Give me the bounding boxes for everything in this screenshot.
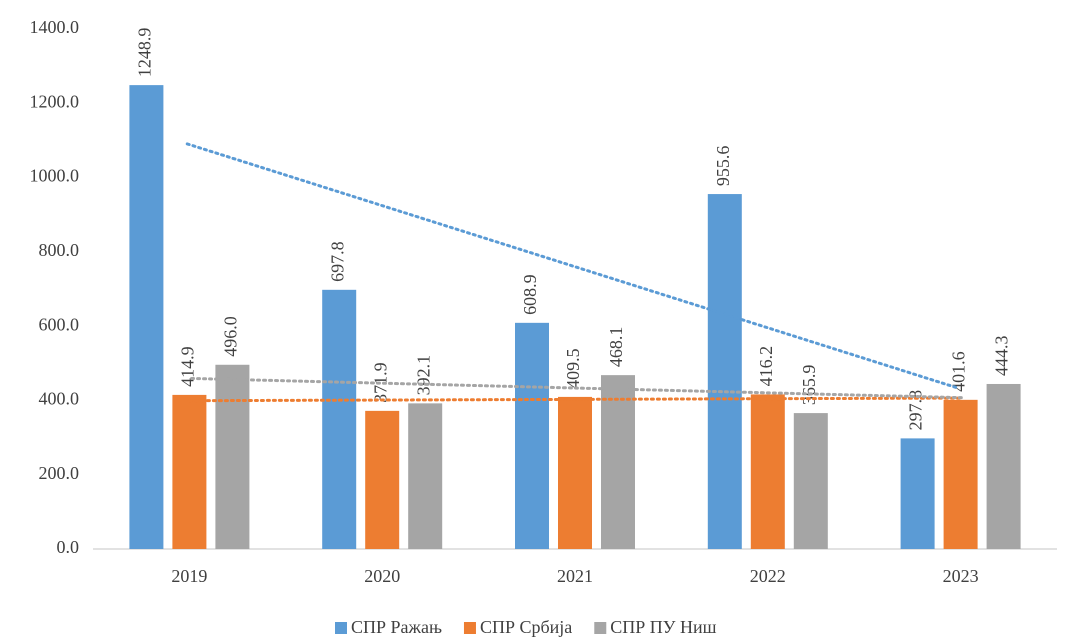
x-tick-label: 2021 — [557, 566, 593, 586]
y-tick-label: 1400.0 — [30, 17, 80, 37]
bar — [129, 85, 164, 549]
data-label: 697.8 — [327, 241, 347, 282]
legend-swatch — [463, 622, 476, 634]
data-label: 414.9 — [178, 346, 198, 387]
legend-label: СПР ПУ Ниш — [610, 617, 716, 637]
data-label: 608.9 — [520, 274, 540, 315]
data-label: 955.6 — [713, 146, 733, 187]
y-tick-label: 600.0 — [39, 314, 80, 334]
trendline — [187, 396, 963, 403]
legend-swatch — [335, 622, 347, 634]
bar — [943, 399, 978, 549]
legend-swatch — [594, 622, 607, 634]
bar — [900, 438, 935, 549]
data-label: 1248.9 — [135, 28, 155, 78]
bar — [750, 394, 785, 549]
x-tick-label: 2022 — [750, 566, 786, 586]
bar — [515, 322, 549, 549]
bar — [365, 410, 400, 549]
data-label: 444.3 — [992, 335, 1012, 376]
trendline — [190, 376, 965, 400]
data-label: 416.2 — [756, 346, 776, 387]
x-tick-label: 2020 — [364, 566, 400, 586]
data-label: 392.1 — [413, 355, 433, 396]
bar — [215, 364, 250, 549]
y-tick-label: 0.0 — [57, 537, 80, 557]
bar — [986, 383, 1021, 549]
bar — [601, 375, 635, 549]
y-tick-label: 800.0 — [39, 240, 80, 260]
bar — [558, 396, 592, 549]
legend-label: СПР Ражањ — [351, 617, 442, 637]
y-tick-label: 1200.0 — [30, 91, 80, 111]
bar — [793, 413, 828, 549]
data-label: 496.0 — [221, 316, 241, 357]
data-label: 297.8 — [906, 390, 926, 431]
y-tick-label: 400.0 — [39, 389, 80, 409]
x-tick-label: 2023 — [943, 566, 979, 586]
legend-label: СПР Србија — [480, 617, 572, 637]
x-tick-label: 2019 — [171, 566, 207, 586]
data-label: 468.1 — [606, 327, 626, 368]
bar — [322, 289, 357, 549]
data-label: 409.5 — [563, 348, 583, 389]
y-tick-label: 1000.0 — [30, 166, 80, 186]
bar — [408, 403, 443, 549]
bar — [172, 394, 207, 549]
data-label: 401.6 — [949, 351, 969, 392]
bar — [707, 194, 742, 549]
trendline — [185, 142, 960, 390]
y-tick-label: 200.0 — [39, 463, 80, 483]
